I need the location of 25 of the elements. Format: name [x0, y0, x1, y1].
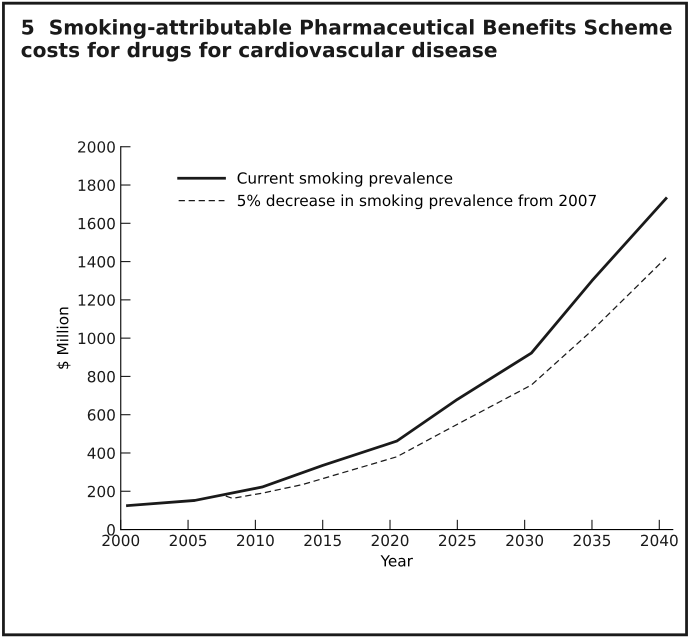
- x-tick-label: 2035: [574, 534, 610, 546]
- y-tick-label: 800: [88, 370, 115, 382]
- x-tick-label: 2000: [102, 534, 140, 546]
- x-tick-label: 2030: [506, 534, 544, 546]
- y-tick-label: 200: [88, 486, 115, 498]
- legend-label: 5% decrease in smoking prevalence from 2007: [238, 194, 596, 210]
- x-tick-label: 2020: [372, 534, 408, 546]
- y-tick-label: 1600: [78, 218, 115, 230]
- y-tick-label: 1400: [78, 256, 115, 268]
- x-axis-title: Year: [380, 555, 413, 567]
- y-axis-title: $ Million: [56, 308, 71, 369]
- y-tick-label: 1200: [78, 294, 115, 306]
- x-tick-label: 2040: [640, 534, 678, 546]
- y-tick-label: 1800: [78, 179, 115, 192]
- x-tick-label: 2015: [304, 534, 341, 546]
- chart-title: 5 Smoking-attributable Pharmaceutical Benefits Scheme costs for drugs for cardiovascular disease: [22, 19, 672, 62]
- legend-label: Current smoking prevalence: [238, 172, 452, 187]
- x-tick-label: 2010: [237, 534, 274, 546]
- x-tick-label: 2005: [170, 534, 206, 546]
- y-tick-label: 600: [88, 409, 115, 421]
- y-tick-label: 400: [87, 447, 115, 459]
- y-tick-label: 0: [107, 524, 115, 536]
- x-tick-label: 2025: [439, 534, 476, 546]
- y-tick-label: 2000: [78, 141, 115, 153]
- y-tick-label: 1000: [78, 332, 115, 344]
